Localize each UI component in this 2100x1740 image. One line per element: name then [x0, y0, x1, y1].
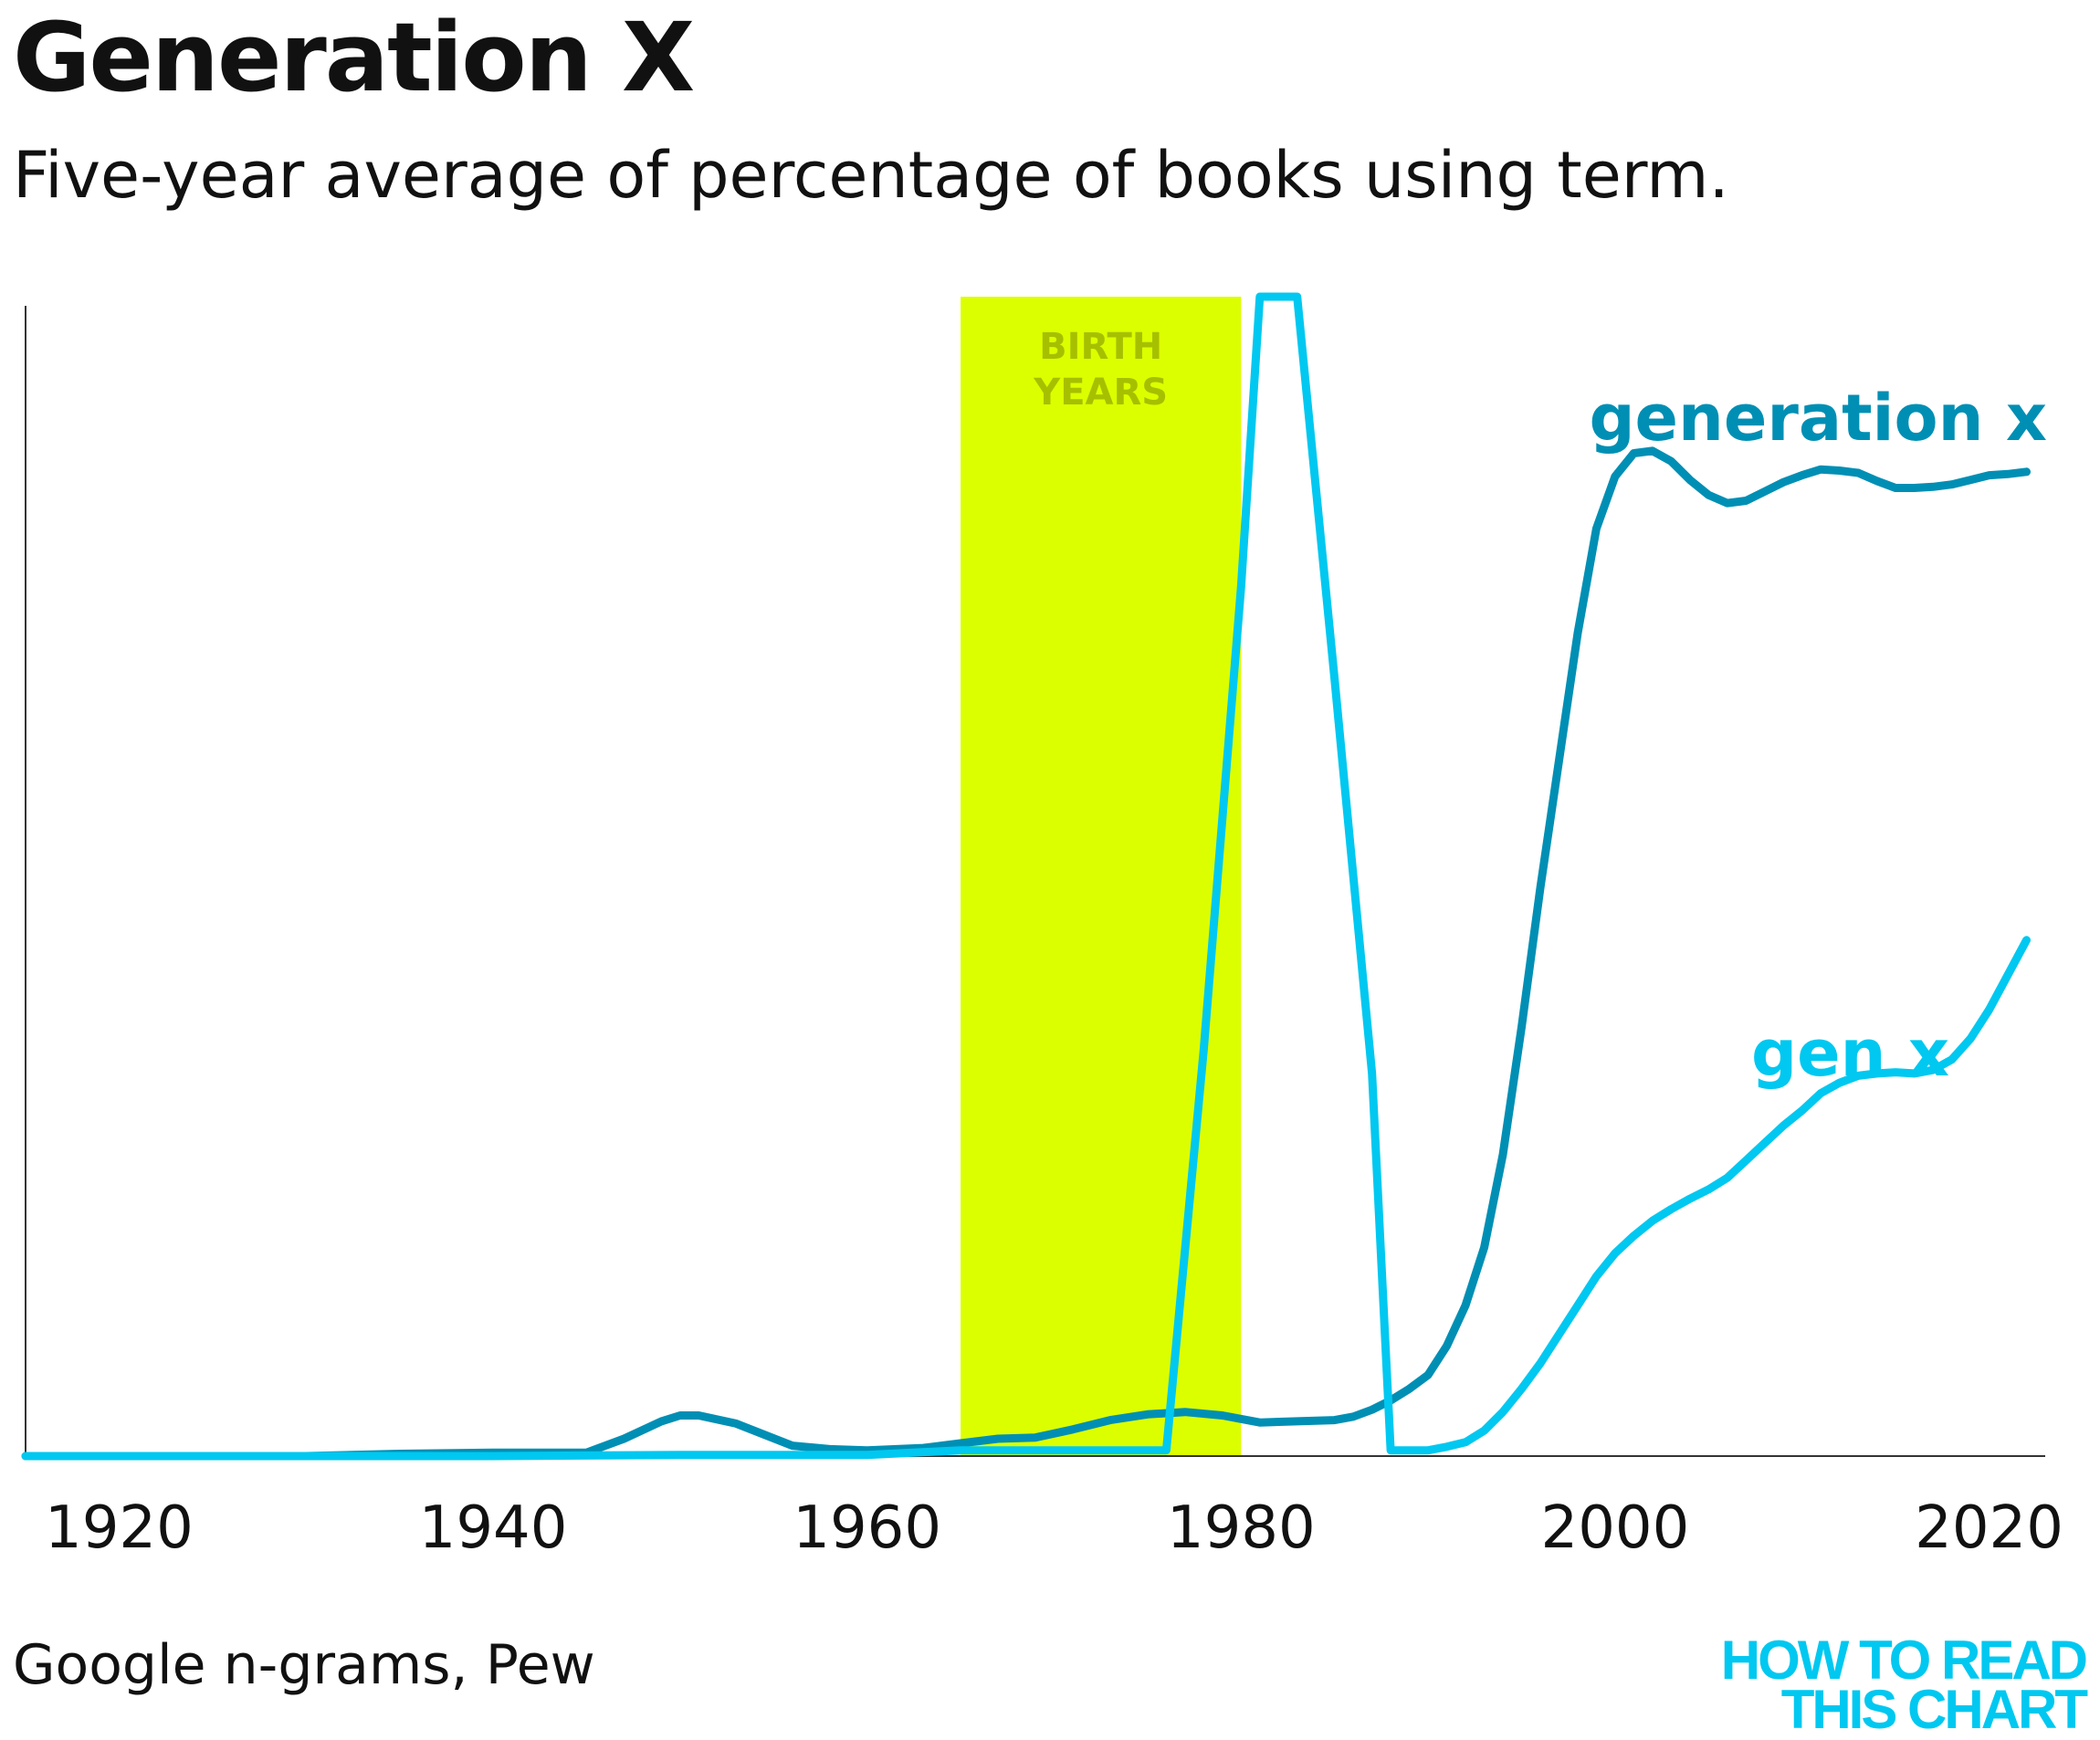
brand-logo-line1: HOW TO READ	[1720, 1630, 2088, 1691]
series-label-gen-x: gen x	[1751, 1016, 1949, 1091]
x-tick-1940: 1940	[419, 1494, 568, 1562]
source-note: Google n-grams, Pew	[13, 1633, 595, 1697]
chart-subtitle: Five-year average of percentage of books…	[13, 138, 1729, 213]
x-tick-2020: 2020	[1915, 1494, 2063, 1562]
x-tick-labels: 1920 1940 1960 1980 2000 2020	[45, 1494, 2063, 1562]
series-label-generation-x: generation x	[1589, 381, 2047, 456]
brand-logo: HOW TO READ THIS CHART	[1720, 1630, 2088, 1740]
x-tick-1920: 1920	[45, 1494, 194, 1562]
series-line-gen-x	[21, 292, 2031, 1461]
x-tick-1960: 1960	[793, 1494, 941, 1562]
birth-years-band	[961, 297, 1242, 1456]
brand-logo-line2: THIS CHART	[1780, 1679, 2088, 1740]
series-lines	[21, 292, 2031, 1461]
x-tick-1980: 1980	[1167, 1494, 1316, 1562]
chart-title: Generation X	[13, 2, 695, 113]
birth-years-label-line1: BIRTH	[1039, 326, 1162, 368]
series-line-generation-x	[21, 446, 2031, 1461]
birth-years-label-line2: YEARS	[1033, 372, 1168, 414]
x-tick-2000: 2000	[1540, 1494, 1689, 1562]
